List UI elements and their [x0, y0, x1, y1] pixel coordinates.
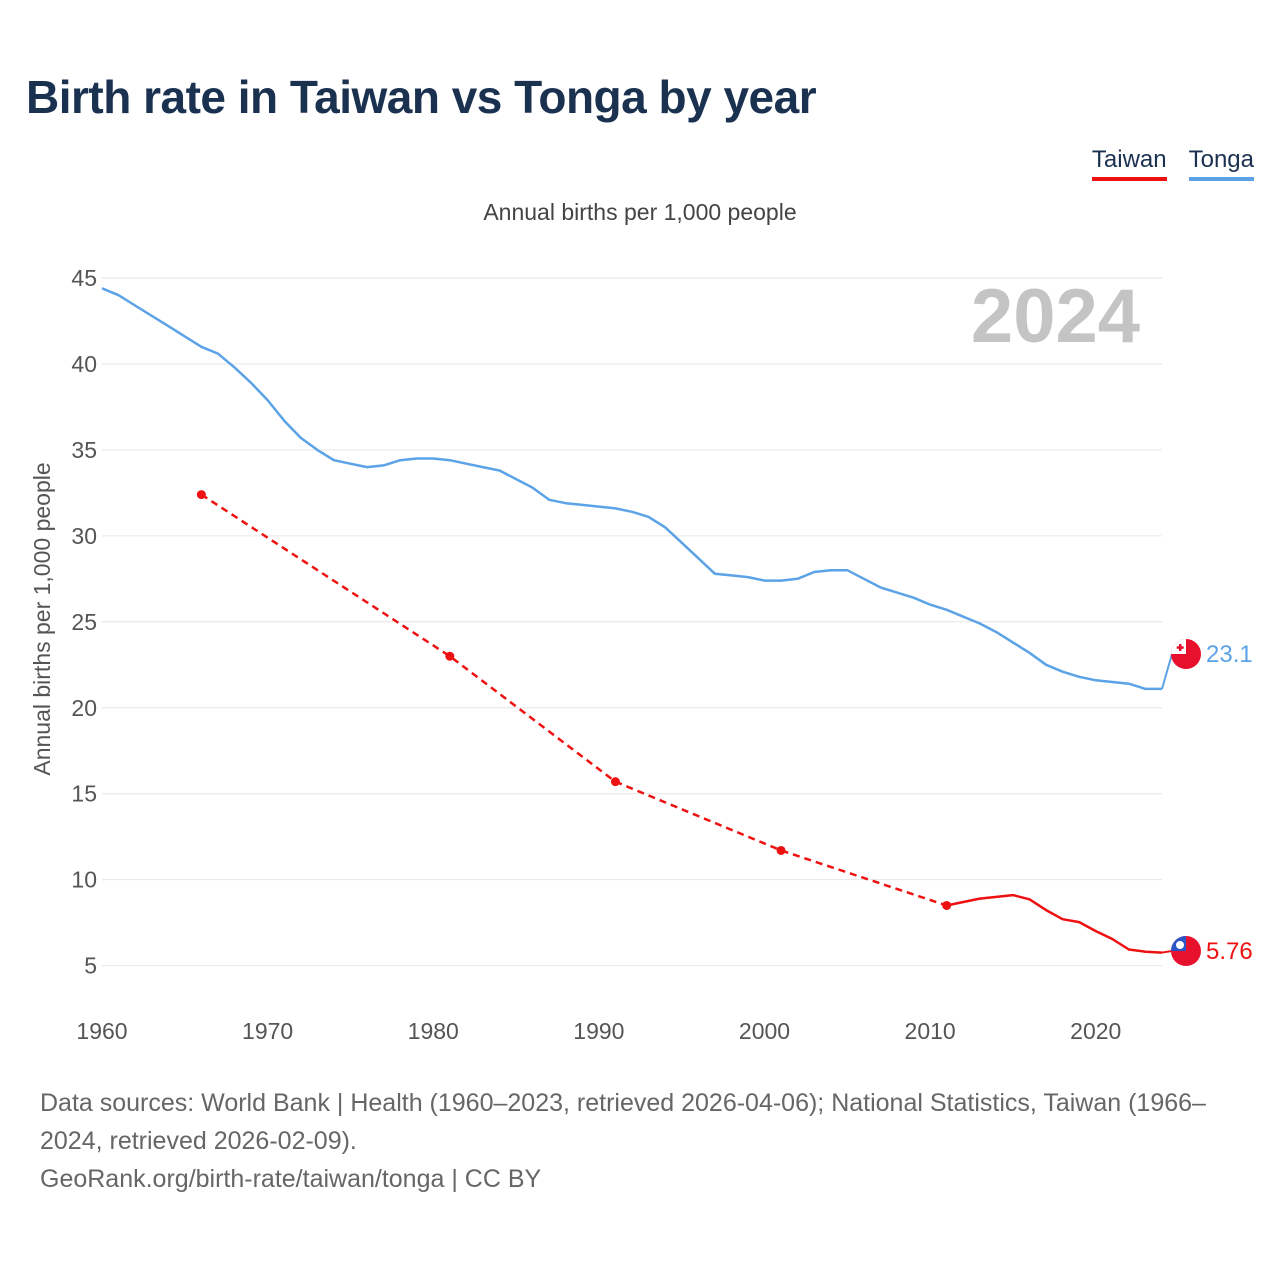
tonga-flag-cross-h: [1176, 646, 1184, 649]
x-tick-label: 1960: [76, 1018, 127, 1044]
y-tick-label: 45: [71, 265, 97, 291]
y-tick-label: 15: [71, 781, 97, 807]
year-watermark: 2024: [971, 274, 1140, 359]
chart-subtitle: Annual births per 1,000 people: [483, 199, 796, 225]
y-tick-label: 10: [71, 867, 97, 893]
taiwan-series-dashed-line: [200, 493, 948, 907]
legend-item-tonga[interactable]: Tonga: [1188, 146, 1254, 181]
x-tick-label: 2000: [739, 1018, 790, 1044]
y-tick-label: 35: [71, 437, 97, 463]
taiwan-series-line: [946, 893, 1163, 954]
x-tick-label: 1970: [242, 1018, 293, 1044]
taiwan-data-point: [776, 845, 786, 855]
attribution-text[interactable]: GeoRank.org/birth-rate/taiwan/tonga | CC…: [40, 1165, 542, 1193]
taiwan-data-point: [445, 651, 455, 661]
tonga-series-line: [101, 287, 1162, 691]
tonga-end-connector: [1161, 653, 1173, 690]
taiwan-data-point: [610, 777, 620, 787]
y-tick-label: 5: [84, 953, 97, 979]
taiwan-data-point: [196, 490, 206, 500]
footer: Data sources: World Bank | Health (1960–…: [40, 1084, 1250, 1198]
data-sources-text: Data sources: World Bank | Health (1960–…: [40, 1089, 1206, 1155]
chart-title: Birth rate in Taiwan vs Tonga by year: [26, 71, 817, 123]
legend-item-taiwan[interactable]: Taiwan: [1091, 146, 1167, 181]
taiwan-end-connector: [1161, 950, 1173, 954]
line-chart: Annual births per 1,000 people 2024 5 10 15 2…: [29, 199, 1253, 1044]
y-tick-label: 20: [71, 695, 97, 721]
taiwan-end-value-label: 5.76: [1206, 938, 1253, 965]
x-tick-label: 1980: [408, 1018, 459, 1044]
x-tick-label: 2010: [905, 1018, 956, 1044]
y-tick-label: 25: [71, 609, 97, 635]
y-tick-label: 30: [71, 523, 97, 549]
y-tick-label: 40: [71, 351, 97, 377]
x-tick-label: 1990: [573, 1018, 624, 1044]
y-axis-label: Annual births per 1,000 people: [29, 462, 55, 775]
legend: Taiwan Tonga: [1091, 146, 1254, 181]
taiwan-data-point: [942, 900, 952, 910]
tonga-end-value-label: 23.1: [1206, 641, 1253, 668]
taiwan-flag-sun: [1176, 941, 1184, 949]
x-tick-label: 2020: [1070, 1018, 1121, 1044]
